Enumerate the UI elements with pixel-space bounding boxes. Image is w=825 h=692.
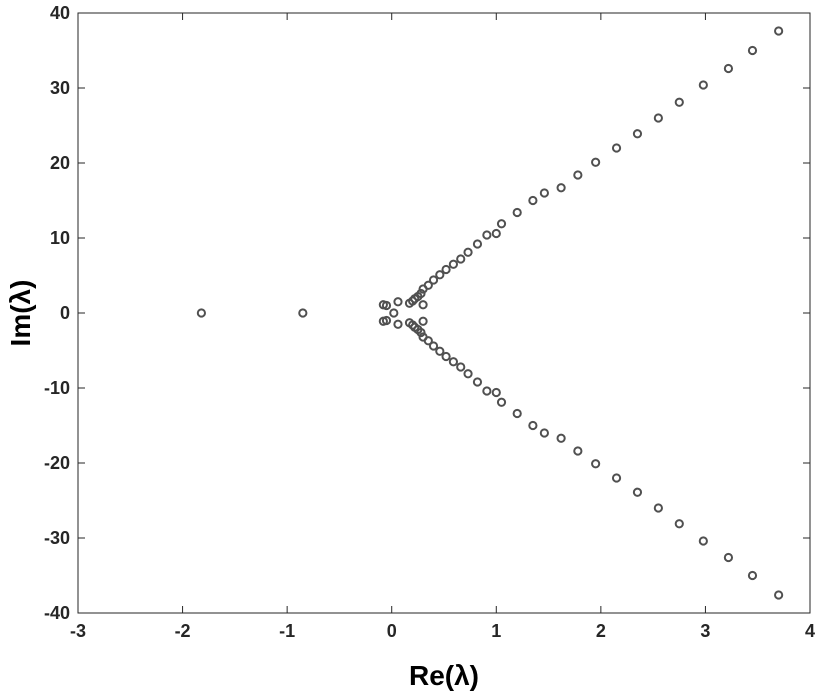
data-point — [698, 536, 708, 546]
data-point — [435, 270, 445, 280]
y-tick-label: 30 — [50, 78, 70, 98]
x-tick-label: -1 — [279, 621, 295, 641]
data-point — [456, 254, 466, 264]
y-tick-label: -40 — [44, 603, 70, 623]
data-point — [448, 259, 459, 269]
data-point — [482, 230, 492, 240]
data-point — [632, 487, 643, 497]
data-point — [381, 315, 392, 326]
data-point — [298, 308, 308, 318]
y-tick-label: 20 — [50, 153, 70, 173]
data-point — [393, 297, 403, 307]
data-point — [723, 63, 734, 74]
data-point — [496, 397, 507, 407]
data-point — [428, 275, 439, 285]
data-point — [774, 590, 784, 600]
x-tick-label: 4 — [805, 621, 815, 641]
data-point — [472, 239, 483, 249]
data-point — [556, 183, 566, 193]
data-point — [674, 97, 684, 107]
x-tick-label: 2 — [596, 621, 606, 641]
y-tick-label: 0 — [60, 303, 70, 323]
data-points — [196, 26, 784, 600]
x-tick-label: 3 — [700, 621, 710, 641]
y-axis-title: Im(λ) — [5, 280, 36, 347]
data-point — [632, 129, 643, 139]
plot-area — [77, 12, 811, 614]
y-tick-label: -10 — [44, 378, 70, 398]
data-point — [423, 336, 433, 346]
data-point — [747, 570, 758, 581]
data-point — [463, 247, 473, 257]
data-point — [418, 316, 428, 326]
data-point — [423, 280, 433, 290]
data-point — [456, 362, 466, 372]
data-point — [591, 459, 601, 469]
data-point — [491, 228, 501, 239]
data-point — [539, 188, 549, 198]
data-point — [448, 357, 459, 367]
data-point — [512, 207, 522, 218]
data-point — [472, 377, 483, 387]
data-point — [539, 428, 549, 438]
y-axis-ticks: -40 -30 -20 -10 0 10 20 30 40 — [44, 3, 810, 623]
y-tick-label: 40 — [50, 3, 70, 23]
data-point — [441, 351, 451, 362]
x-axis-title: Re(λ) — [409, 660, 479, 691]
y-tick-label: 10 — [50, 228, 70, 248]
data-point — [408, 296, 418, 306]
data-point — [653, 503, 663, 513]
data-point — [747, 45, 758, 56]
data-point — [674, 519, 684, 529]
y-tick-label: -20 — [44, 453, 70, 473]
data-point — [591, 157, 601, 167]
data-point — [698, 80, 708, 90]
x-tick-label: 0 — [387, 621, 397, 641]
data-point — [723, 552, 734, 563]
data-point — [491, 387, 501, 398]
data-point — [196, 308, 206, 318]
data-point — [512, 408, 522, 419]
y-tick-label: -30 — [44, 528, 70, 548]
x-tick-label: -3 — [70, 621, 86, 641]
data-point — [435, 346, 445, 356]
data-point — [611, 473, 622, 483]
data-point — [408, 320, 418, 330]
x-axis-ticks: -3 -2 -1 0 1 2 3 4 — [70, 13, 815, 641]
x-tick-label: 1 — [491, 621, 501, 641]
data-point — [416, 288, 426, 299]
data-point — [463, 369, 473, 379]
data-point — [573, 170, 583, 180]
data-point — [774, 26, 784, 36]
data-point — [573, 446, 583, 456]
data-point — [482, 386, 492, 396]
data-point — [389, 308, 399, 318]
data-point — [556, 433, 566, 443]
data-point — [416, 327, 426, 338]
data-point — [381, 300, 392, 311]
data-point — [528, 195, 538, 206]
data-point — [528, 420, 538, 431]
data-point — [428, 341, 439, 351]
data-point — [418, 300, 428, 310]
x-tick-label: -2 — [175, 621, 191, 641]
data-point — [393, 319, 403, 329]
data-point — [441, 264, 451, 275]
data-point — [496, 219, 507, 229]
data-point — [611, 143, 622, 153]
data-point — [653, 113, 663, 123]
